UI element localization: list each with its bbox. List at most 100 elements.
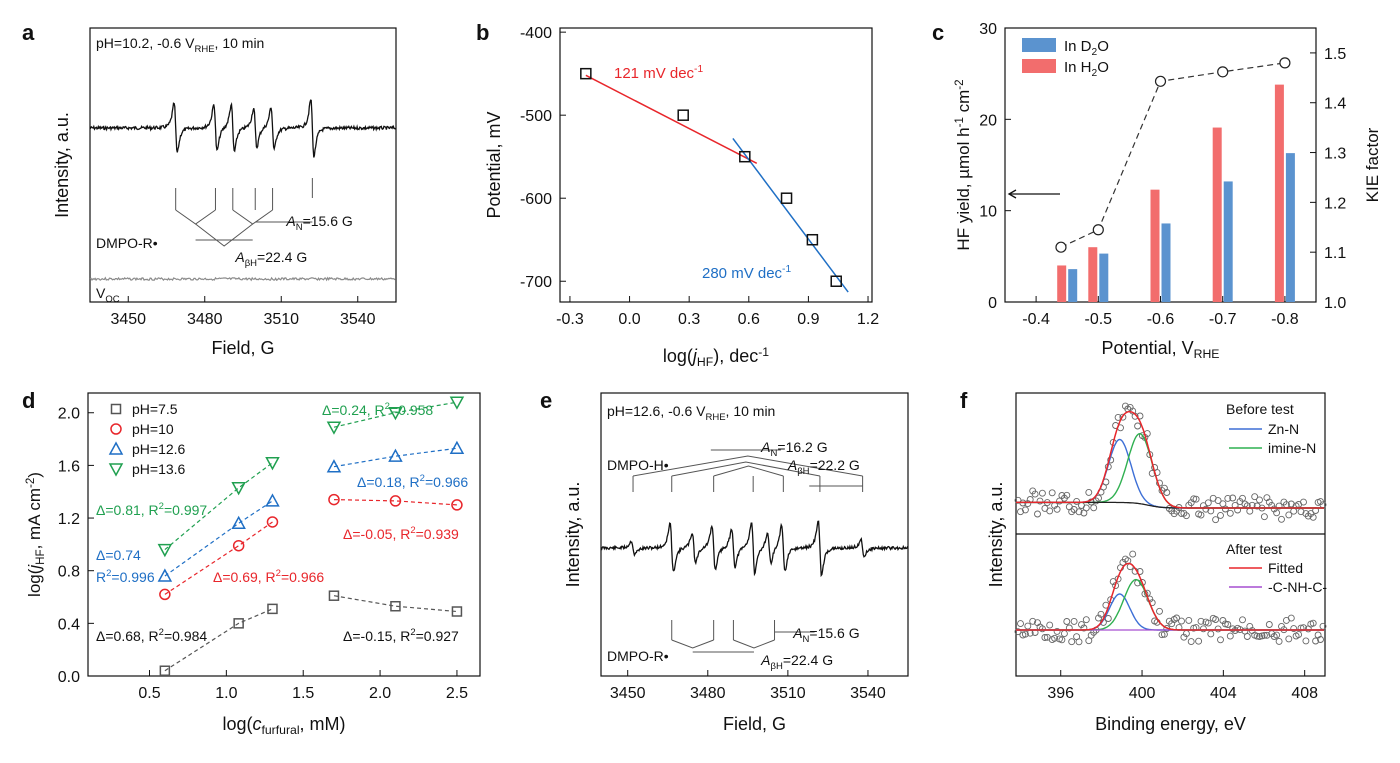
panel-f-bottom-data-point — [1156, 607, 1163, 615]
panel-f-top-data-point — [1246, 507, 1254, 515]
panel-d-legend-marker — [108, 441, 124, 455]
panel-c-bar-h2o — [1274, 84, 1284, 302]
panel-f-bottom-data-point — [1082, 616, 1090, 624]
panel-d-point-1 — [451, 499, 463, 511]
panel-label-e: e — [540, 388, 552, 413]
panel-label-c: c — [932, 20, 944, 45]
panel-f-xlabel: Binding energy, eV — [1095, 714, 1246, 734]
panel-f-bottom-data-point — [1207, 630, 1215, 638]
panel-a-species: DMPO-R• — [96, 235, 158, 251]
panel-f-bottom-data-point — [1204, 619, 1212, 627]
panel-f-bottom-data-point — [1041, 634, 1049, 641]
panel-e-h-join — [671, 461, 820, 477]
panel-f-top-data-point — [1212, 516, 1220, 524]
panel-e-h-join — [632, 455, 863, 477]
panel-a-xtick-label: 3450 — [110, 311, 146, 328]
panel-e-h-join — [713, 465, 784, 477]
panel-f-bottom-data-point — [1265, 621, 1273, 628]
panel-e-frame — [600, 392, 909, 677]
panel-d-point-1 — [232, 539, 245, 552]
panel-e-r-abh: AβH=22.4 G — [760, 652, 833, 672]
panel-d-point-3 — [388, 406, 403, 421]
panel-f-top-data-point — [1090, 504, 1098, 512]
panel-a-frame — [89, 27, 397, 303]
panel-a-xlabel: Field, G — [211, 338, 274, 358]
panel-d-ytick-label: 1.6 — [58, 458, 80, 475]
panel-d-xtick-label: 0.5 — [138, 685, 160, 702]
panel-e-spectrum — [600, 520, 909, 578]
panel-e-condition: pH=12.6, -0.6 VRHE, 10 min — [607, 403, 775, 423]
panel-d-legend-marker — [110, 423, 122, 435]
panel-f-bottom-data-point — [1058, 636, 1066, 644]
panel-d-point-0 — [451, 606, 463, 617]
panel-d-fit-0 — [164, 608, 273, 672]
panel-c-bar-d2o — [1068, 269, 1078, 302]
panel-c-kie-point — [1217, 66, 1229, 78]
panel-f-xtick-label: 396 — [1047, 685, 1074, 702]
panel-f-bottom-data-point — [1260, 631, 1268, 639]
panel-c-ytick-label: 20 — [979, 112, 997, 129]
panel-f-bottom-data-point — [1097, 610, 1105, 618]
panel-f-top-data-point — [1034, 510, 1041, 518]
panel-f-bottom-data-point — [1197, 617, 1205, 625]
panel-d-point-0 — [328, 590, 340, 601]
panel-label-f: f — [960, 388, 968, 413]
panel-f-bottom-legend-2: -C-NH-C- — [1268, 579, 1327, 595]
panel-d-point-3 — [157, 543, 173, 558]
panel-b-xtick-label: 0.0 — [618, 311, 640, 328]
panel-f-top-data-point — [1275, 502, 1283, 510]
panel-d-ytick-label: 0.8 — [58, 564, 80, 581]
panel-f-top-data-point — [1053, 505, 1061, 513]
panel-a-xtick-label: 3510 — [263, 311, 299, 328]
panel-d-ytick-label: 2.0 — [58, 406, 80, 423]
panel-a-condition: pH=10.2, -0.6 VRHE, 10 min — [96, 35, 264, 55]
panel-f-top-data-point — [1204, 499, 1212, 507]
panel-a-voc-trace — [89, 276, 396, 282]
panel-c-legend-swatch-d2o — [1022, 38, 1056, 52]
panel-c-legend-swatch-h2o — [1022, 59, 1056, 73]
panel-f-top-data-point — [1021, 506, 1029, 514]
panel-d-point-2 — [231, 515, 246, 530]
panel-c-xtick-label: -0.4 — [1022, 311, 1050, 328]
panel-f-top-data-point — [1278, 515, 1285, 523]
panel-f-bottom-data-point — [1295, 631, 1303, 639]
panel-f-bottom-data-point — [1129, 550, 1137, 558]
panel-e-h-abh: AβH=22.2 G — [787, 457, 860, 477]
panel-label-a: a — [22, 20, 35, 45]
panel-b-fit-red — [585, 74, 758, 165]
panel-f-top-data-point — [1017, 508, 1024, 516]
panel-f-bottom-data-point — [1165, 617, 1173, 625]
panel-f-top-data-point — [1075, 508, 1083, 516]
panel-c-xlabel: Potential, VRHE — [1102, 338, 1220, 361]
panel-f-bottom-data-point — [1024, 622, 1032, 630]
panel-e-species-r: DMPO-R• — [607, 648, 669, 664]
panel-c-y2tick-label: 1.4 — [1324, 96, 1346, 113]
panel-f-top-data-point — [1234, 506, 1242, 514]
panel-f-top-data-point — [1217, 511, 1224, 519]
panel-f-top-data-point — [1224, 494, 1232, 502]
panel-f-bottom-data-point — [1302, 637, 1310, 645]
panel-b-ytick-label: -600 — [520, 191, 552, 208]
panel-f-top-data-point — [1046, 507, 1054, 515]
panel-f-bottom-data-point — [1075, 638, 1083, 646]
panel-c-legend-d2o: In D2O — [1064, 38, 1109, 58]
panel-b-xtick-label: 0.3 — [678, 311, 700, 328]
panel-b-point — [830, 275, 842, 287]
panel-e-r-an: AN=15.6 G — [792, 625, 859, 645]
panel-f-top-data-point — [1214, 497, 1222, 505]
panel-f-top-data-point — [1063, 491, 1071, 499]
panel-b-xtick-label: 1.2 — [857, 311, 879, 328]
panel-d-fit-2 — [164, 500, 273, 577]
panel-f-bottom-data-point — [1199, 625, 1207, 633]
panel-f-top-data-point — [1180, 509, 1188, 517]
panel-f-top-data-point — [1036, 497, 1044, 505]
panel-d-point-0 — [233, 618, 244, 629]
panel-f-ylabel: Intensity, a.u. — [986, 482, 1006, 588]
panel-d-point-3 — [231, 482, 246, 496]
panel-d-note: Δ=0.68, R2=0.984 — [96, 627, 207, 644]
panel-f-top-data-point — [1182, 512, 1190, 520]
panel-f-bottom-data-point — [1063, 618, 1071, 625]
panel-f-bottom-data-point — [1160, 630, 1168, 638]
panel-d-point-3 — [265, 457, 280, 471]
panel-d-xlabel: log(cfurfural, mM) — [222, 714, 345, 737]
